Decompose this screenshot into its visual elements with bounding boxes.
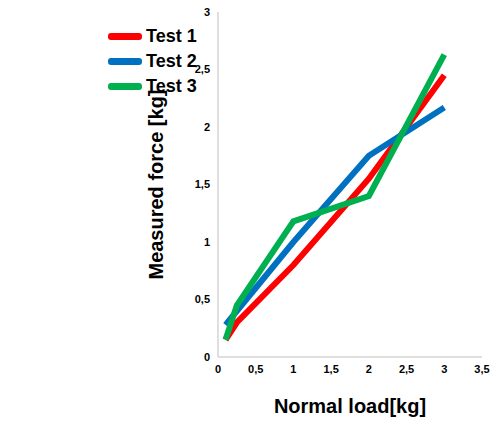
svg-text:1: 1	[204, 236, 210, 248]
svg-text:0: 0	[204, 351, 210, 363]
html-text:Test 2: Test 2	[146, 51, 197, 71]
svg-text:1: 1	[290, 363, 296, 375]
html-text:Test 3: Test 3	[146, 76, 197, 96]
svg-text:0,5: 0,5	[195, 293, 210, 305]
svg-text:2,5: 2,5	[195, 63, 210, 75]
svg-text:2: 2	[204, 121, 210, 133]
svg-text:1,5: 1,5	[195, 178, 210, 190]
svg-text:3: 3	[204, 6, 210, 18]
svg-text:3,5: 3,5	[474, 363, 489, 375]
svg-text:2,5: 2,5	[399, 363, 414, 375]
svg-text:Measured force [kg]: Measured force [kg]	[145, 89, 167, 279]
svg-text:3: 3	[441, 363, 447, 375]
svg-text:Normal load[kg]: Normal load[kg]	[274, 395, 426, 417]
html-text:Test 1: Test 1	[146, 26, 197, 46]
svg-text:1,5: 1,5	[323, 363, 338, 375]
svg-text:0,5: 0,5	[248, 363, 263, 375]
svg-text:0: 0	[215, 363, 221, 375]
svg-text:2: 2	[366, 363, 372, 375]
